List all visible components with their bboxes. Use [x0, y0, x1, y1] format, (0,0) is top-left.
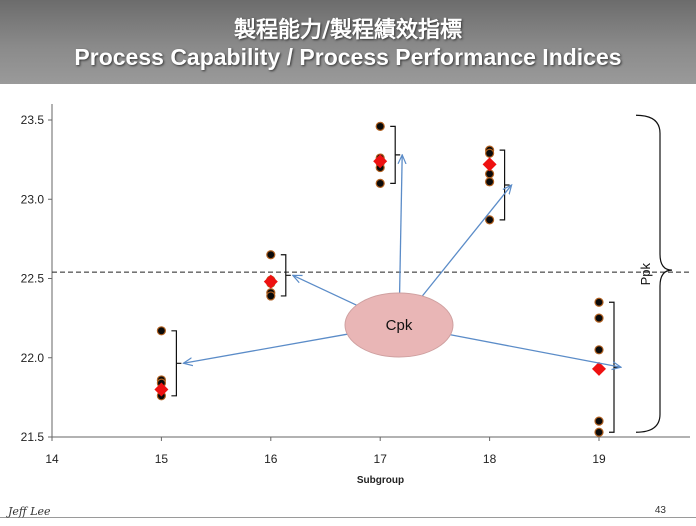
cpk-arrows: [183, 155, 621, 367]
x-tick-label: 18: [483, 452, 497, 466]
data-point: [266, 250, 276, 260]
subgroup-bracket: [280, 254, 291, 297]
subgroup-brackets: [171, 125, 619, 433]
x-axis-ticks: 14 15 16 17 18 19: [45, 437, 606, 466]
x-axis-label: Subgroup: [357, 475, 404, 486]
x-tick-label: 14: [45, 452, 59, 466]
y-tick-label: 23.0: [21, 192, 45, 206]
y-tick-label: 23.5: [21, 113, 45, 127]
data-points: [156, 121, 604, 437]
y-axis-ticks: 21.5 22.0 22.5 23.0 23.5: [21, 113, 52, 444]
cpk-arrow: [421, 185, 511, 297]
data-point: [485, 177, 495, 187]
cpk-arrow: [450, 334, 621, 367]
cpk-arrow: [183, 333, 348, 363]
cpk-bubble: Cpk: [344, 292, 454, 358]
author-signature: Jeff Lee: [8, 505, 51, 518]
x-tick-label: 16: [264, 452, 278, 466]
data-point: [594, 427, 604, 437]
data-point: [156, 326, 166, 336]
ppk-label: Ppk: [638, 262, 653, 285]
subgroup-mean-marker: [373, 154, 388, 169]
data-point: [485, 215, 495, 225]
cpk-arrow: [293, 275, 357, 306]
subgroup-bracket: [390, 125, 401, 184]
slide-title-english: Process Capability / Process Performance…: [74, 44, 622, 70]
data-point: [594, 297, 604, 307]
cpk-arrow: [400, 155, 403, 294]
subgroup-mean-marker: [154, 382, 169, 397]
x-tick-label: 17: [374, 452, 388, 466]
subgroup-mean-marker: [263, 274, 278, 289]
subgroup-bracket: [609, 301, 619, 433]
ppk-bracket: Ppk: [635, 114, 673, 433]
ppk-brace: [635, 114, 673, 433]
subgroup-means: [154, 154, 606, 397]
page-number: 43: [654, 505, 666, 516]
subgroup-mean-marker: [592, 361, 606, 376]
cpk-ellipse: [344, 292, 454, 358]
subgroup-bracket: [499, 149, 510, 221]
data-point: [375, 178, 385, 189]
slide-title-chinese: 製程能力/製程績效指標: [233, 18, 463, 43]
x-tick-label: 19: [592, 452, 606, 466]
subgroup-mean-marker: [482, 157, 497, 172]
data-point: [594, 416, 604, 426]
axes: [51, 104, 690, 438]
process-capability-chart: 21.5 22.0 22.5 23.0 23.5 14 15 16 17 18 19 Subgro…: [21, 104, 690, 486]
slide-header: 製程能力/製程績效指標 Process Capability / Process…: [0, 0, 696, 84]
data-point: [594, 313, 604, 323]
data-point: [266, 291, 276, 301]
y-tick-label: 22.0: [21, 351, 45, 365]
cpk-label: Cpk: [386, 317, 413, 334]
y-tick-label: 22.5: [21, 272, 45, 286]
footer-divider: [0, 517, 696, 518]
x-tick-label: 15: [155, 452, 169, 466]
data-point: [594, 345, 604, 355]
data-point: [375, 121, 385, 131]
data-point: [485, 148, 495, 158]
subgroup-bracket: [171, 330, 182, 397]
y-tick-label: 21.5: [21, 430, 45, 444]
